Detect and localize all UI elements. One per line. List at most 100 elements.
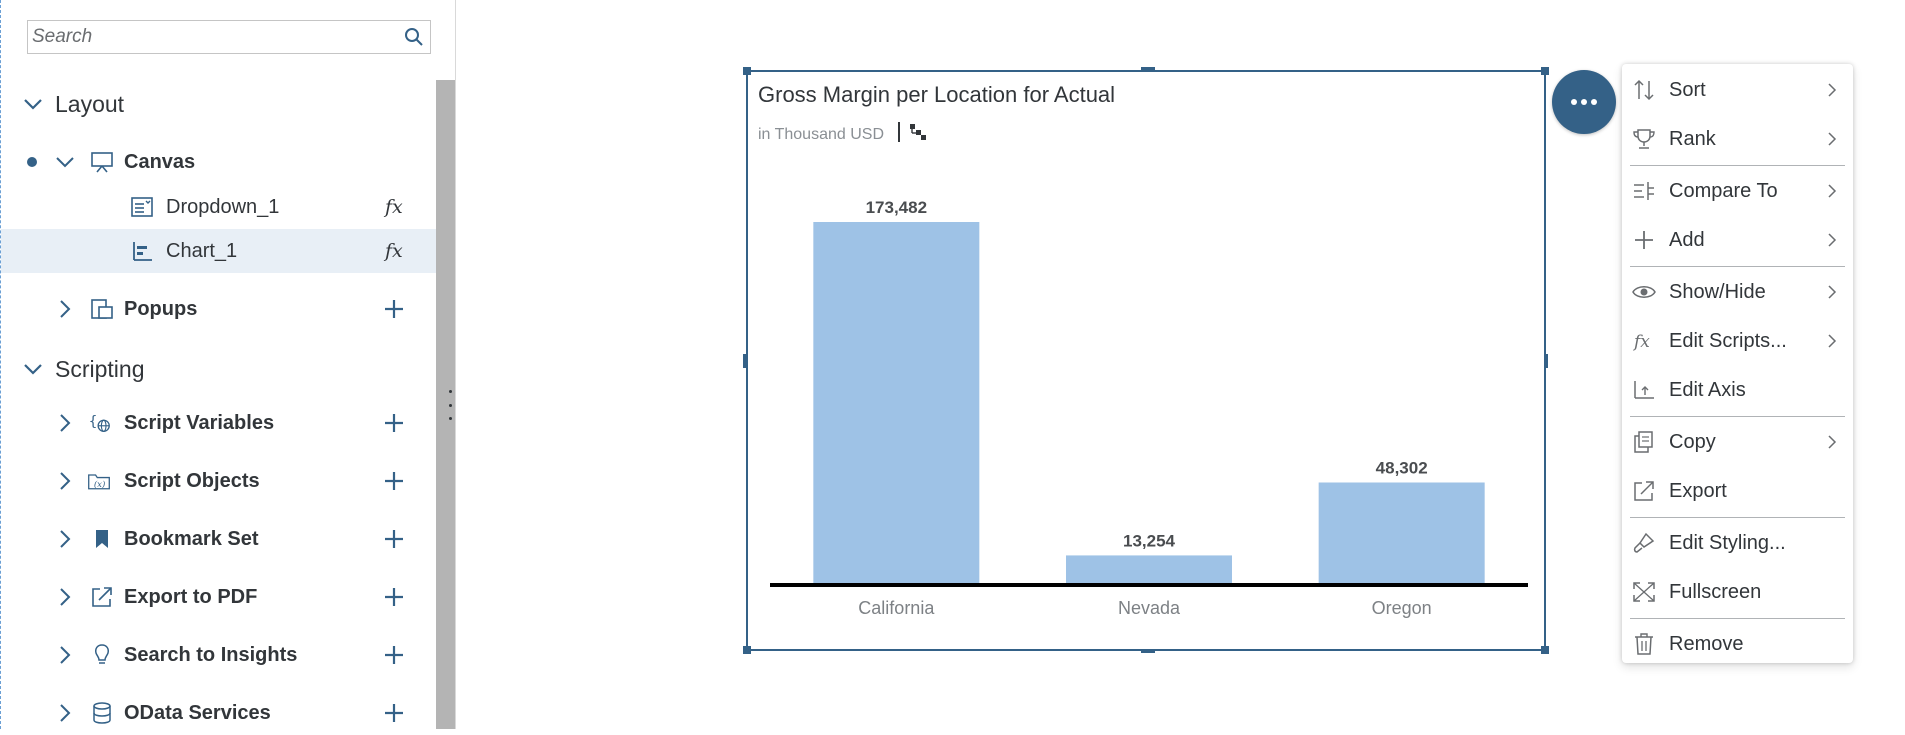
add-icon[interactable] [382,585,406,609]
menu-item-edit-styling[interactable]: Edit Styling... [1622,521,1853,565]
search-input[interactable] [28,21,392,53]
bar-oregon[interactable] [1318,482,1485,583]
bar-chart-icon [133,242,152,261]
outline-scrollbar[interactable] [436,80,456,729]
chevron-right-icon[interactable] [54,644,76,666]
tree-item-label: Chart_1 [166,240,238,262]
menu-item-show-hide[interactable]: Show/Hide [1622,270,1853,314]
resize-handle-top[interactable] [1141,67,1155,71]
chevron-right-icon[interactable] [54,298,76,320]
chevron-right-icon [1828,334,1837,348]
add-icon[interactable] [382,527,406,551]
current-page-indicator [27,157,37,167]
menu-item-label: Edit Scripts... [1669,330,1787,352]
hierarchy-icon[interactable] [908,122,928,142]
outline-panel: Layout Canvas Dropdown_1 fx [0,0,456,729]
tree-item-canvas[interactable]: Canvas [1,140,436,184]
tree-item-label: Search to Insights [124,644,298,666]
chart-title: Gross Margin per Location for Actual [758,82,1116,107]
data-label: 13,254 [1123,531,1176,550]
chevron-right-icon [1828,184,1837,198]
trash-icon [1635,633,1653,655]
menu-separator [1630,416,1845,417]
scripting-section-label: Scripting [55,355,145,382]
tree-item-script-variables[interactable]: { Script Variables [1,401,436,445]
menu-item-edit-scripts[interactable]: fx Edit Scripts... [1622,319,1853,363]
script-objects-icon: (x) [88,474,110,490]
search-box[interactable] [27,20,431,54]
menu-separator [1630,517,1845,518]
more-actions-button[interactable] [1552,70,1616,134]
bookmark-icon [96,530,108,548]
panel-splitter[interactable] [455,0,456,729]
resize-handle-top-right[interactable] [1541,67,1549,75]
tree-item-dropdown-1[interactable]: Dropdown_1 fx [1,185,436,229]
bar-nevada[interactable] [1066,555,1232,583]
category-tick-label: California [858,598,935,618]
tree-item-chart-1[interactable]: Chart_1 fx [1,229,436,273]
resize-handle-bottom[interactable] [1141,649,1155,653]
add-icon[interactable] [382,297,406,321]
database-icon [93,702,111,724]
tree-item-export-to-pdf[interactable]: Export to PDF [1,575,436,619]
chevron-down-icon[interactable] [21,357,45,381]
add-icon[interactable] [382,701,406,725]
tree-item-popups[interactable]: Popups [1,287,436,331]
tree-item-search-to-insights[interactable]: Search to Insights [1,633,436,677]
splitter-grip-icon[interactable] [448,390,452,420]
copy-icon [1634,431,1653,453]
tree-item-script-objects[interactable]: (x) Script Objects [1,459,436,503]
menu-item-label: Show/Hide [1669,281,1766,303]
bar-chart[interactable]: 173,482 California 13,254 Nevada 48,302 Orego… [748,72,1544,649]
search-icon[interactable] [404,27,424,47]
resize-handle-bottom-right[interactable] [1541,646,1549,654]
chevron-down-icon[interactable] [54,151,76,173]
chevron-right-icon [1828,285,1837,299]
add-icon[interactable] [382,643,406,667]
resize-handle-top-left[interactable] [743,67,751,75]
export-icon [1634,481,1654,501]
svg-text:{: { [89,414,97,430]
add-icon[interactable] [382,469,406,493]
add-icon [1635,231,1653,249]
tree-item-label: OData Services [124,702,271,724]
tree-item-odata-services[interactable]: OData Services [1,691,436,735]
chevron-right-icon[interactable] [54,528,76,550]
chevron-right-icon [1828,435,1837,449]
menu-item-rank[interactable]: Rank [1622,117,1853,161]
svg-text:(x): (x) [94,479,106,490]
chevron-right-icon [1828,233,1837,247]
menu-item-add[interactable]: Add [1622,218,1853,262]
chevron-right-icon[interactable] [54,412,76,434]
scripting-section-header[interactable]: Scripting [21,354,144,384]
menu-item-label: Edit Styling... [1669,532,1786,554]
tree-item-bookmark-set[interactable]: Bookmark Set [1,517,436,561]
resize-handle-bottom-left[interactable] [743,646,751,654]
bar-california[interactable] [813,222,980,583]
add-icon[interactable] [382,411,406,435]
menu-item-sort[interactable]: Sort [1622,68,1853,112]
fx-icon[interactable]: fx [385,240,403,262]
chart-widget[interactable]: Gross Margin per Location for Actual in … [746,70,1546,651]
tree-item-label: Dropdown_1 [166,196,280,218]
menu-item-compare-to[interactable]: Compare To [1622,169,1853,213]
fx-icon[interactable]: fx [385,196,403,218]
menu-item-label: Copy [1669,431,1716,453]
layout-section-header[interactable]: Layout [21,89,124,119]
chevron-right-icon[interactable] [54,470,76,492]
layout-section-label: Layout [55,90,125,117]
menu-item-export[interactable]: Export [1622,469,1853,513]
chevron-down-icon[interactable] [21,92,45,116]
menu-item-copy[interactable]: Copy [1622,420,1853,464]
menu-item-fullscreen[interactable]: Fullscreen [1622,570,1853,614]
resize-handle-right[interactable] [1544,354,1548,368]
resize-handle-left[interactable] [743,354,747,368]
menu-item-label: Rank [1669,128,1716,150]
menu-separator [1630,266,1845,267]
menu-separator [1630,165,1845,166]
menu-item-edit-axis[interactable]: Edit Axis [1622,368,1853,412]
menu-item-remove[interactable]: Remove [1622,622,1853,666]
chevron-right-icon[interactable] [54,702,76,724]
chevron-right-icon[interactable] [54,586,76,608]
menu-item-label: Add [1669,229,1705,251]
